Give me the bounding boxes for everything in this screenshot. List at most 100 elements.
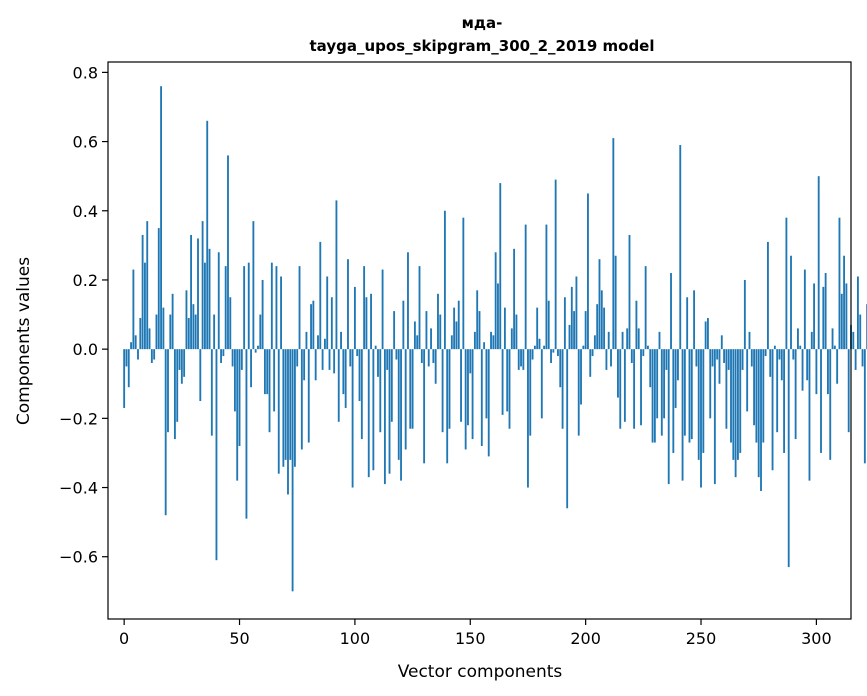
y-tick-label-3: 0.0 xyxy=(73,340,98,359)
bar-285 xyxy=(780,349,783,381)
bar-250 xyxy=(700,349,702,488)
bar-218 xyxy=(626,328,629,350)
bar-81 xyxy=(310,304,312,350)
bar-124 xyxy=(409,349,412,429)
bar-150 xyxy=(469,349,472,374)
bar-296 xyxy=(806,349,809,381)
bar-161 xyxy=(494,252,497,350)
bar-167 xyxy=(508,349,511,429)
bar-184 xyxy=(547,300,550,350)
bar-295 xyxy=(803,269,806,350)
bar-210 xyxy=(607,331,610,350)
bar-164 xyxy=(501,349,504,415)
bar-94 xyxy=(340,331,342,350)
bar-178 xyxy=(533,345,536,350)
bar-40 xyxy=(215,349,218,561)
bar-70 xyxy=(284,349,287,460)
bar-293 xyxy=(799,345,802,350)
bar-131 xyxy=(425,311,428,350)
bar-3 xyxy=(130,342,132,350)
bar-60 xyxy=(261,279,264,350)
bar-52 xyxy=(243,266,246,350)
bar-137 xyxy=(439,314,442,350)
bar-193 xyxy=(568,324,571,350)
bar-163 xyxy=(499,183,502,350)
y-tick-label-2: −0.2 xyxy=(59,409,98,428)
bar-266 xyxy=(737,349,739,460)
bar-292 xyxy=(797,328,799,350)
bar-166 xyxy=(506,349,509,412)
bar-311 xyxy=(840,293,843,350)
bar-213 xyxy=(614,255,617,350)
y-tick-label-6: 0.6 xyxy=(73,133,98,152)
bar-283 xyxy=(776,349,779,433)
bar-102 xyxy=(358,349,361,402)
bar-241 xyxy=(679,145,682,350)
bar-298 xyxy=(810,331,813,350)
bar-187 xyxy=(554,179,557,350)
x-tick-label-150: 150 xyxy=(455,629,486,648)
bar-303 xyxy=(822,286,825,350)
bar-196 xyxy=(575,276,578,350)
bar-211 xyxy=(610,349,612,367)
bar-245 xyxy=(688,349,691,443)
bar-238 xyxy=(672,349,675,453)
bar-301 xyxy=(817,176,820,350)
bar-191 xyxy=(563,297,566,350)
bar-183 xyxy=(545,224,548,350)
bar-222 xyxy=(635,300,638,350)
bar-287 xyxy=(785,217,788,350)
x-axis-ticks: 0 50 100 150 200 250 300 xyxy=(119,619,832,648)
bar-273 xyxy=(753,349,756,426)
bar-197 xyxy=(577,349,580,436)
bar-237 xyxy=(670,273,672,350)
bar-290 xyxy=(792,349,795,360)
bar-319 xyxy=(859,314,862,350)
bar-206 xyxy=(598,259,601,350)
bar-58 xyxy=(257,345,259,350)
bar-221 xyxy=(633,349,636,429)
bar-17 xyxy=(162,307,165,350)
bar-227 xyxy=(647,345,649,350)
bar-209 xyxy=(605,349,608,370)
bar-134 xyxy=(432,349,435,363)
bar-57 xyxy=(254,349,257,353)
bar-8 xyxy=(141,234,144,350)
bar-18 xyxy=(164,349,167,516)
bar-240 xyxy=(677,349,679,381)
bar-259 xyxy=(720,335,723,350)
bar-278 xyxy=(764,349,767,357)
bar-247 xyxy=(693,290,696,350)
bar-229 xyxy=(651,349,654,443)
bar-275 xyxy=(757,349,760,478)
chart-title-line-1: мда- xyxy=(462,14,503,32)
bar-272 xyxy=(750,349,753,367)
bar-43 xyxy=(222,349,225,357)
bar-74 xyxy=(293,349,296,467)
bar-177 xyxy=(531,349,534,360)
bar-49 xyxy=(236,349,239,481)
bar-15 xyxy=(157,228,160,350)
bar-95 xyxy=(342,349,345,395)
bar-126 xyxy=(413,321,416,350)
bar-223 xyxy=(637,328,640,350)
bar-205 xyxy=(596,304,599,350)
y-tick-label-0: −0.6 xyxy=(59,548,98,567)
bar-64 xyxy=(270,262,273,350)
bar-299 xyxy=(813,283,816,350)
bar-62 xyxy=(266,349,269,395)
bar-25 xyxy=(180,349,183,384)
bar-248 xyxy=(695,349,698,367)
bar-140 xyxy=(446,349,449,464)
bar-317 xyxy=(854,349,857,370)
plot-frame xyxy=(107,61,852,620)
bar-316 xyxy=(852,331,855,350)
bar-219 xyxy=(628,234,631,350)
bar-118 xyxy=(395,349,398,360)
bar-186 xyxy=(552,349,555,353)
bar-38 xyxy=(210,349,213,436)
bar-314 xyxy=(847,349,850,433)
bar-136 xyxy=(437,293,439,350)
